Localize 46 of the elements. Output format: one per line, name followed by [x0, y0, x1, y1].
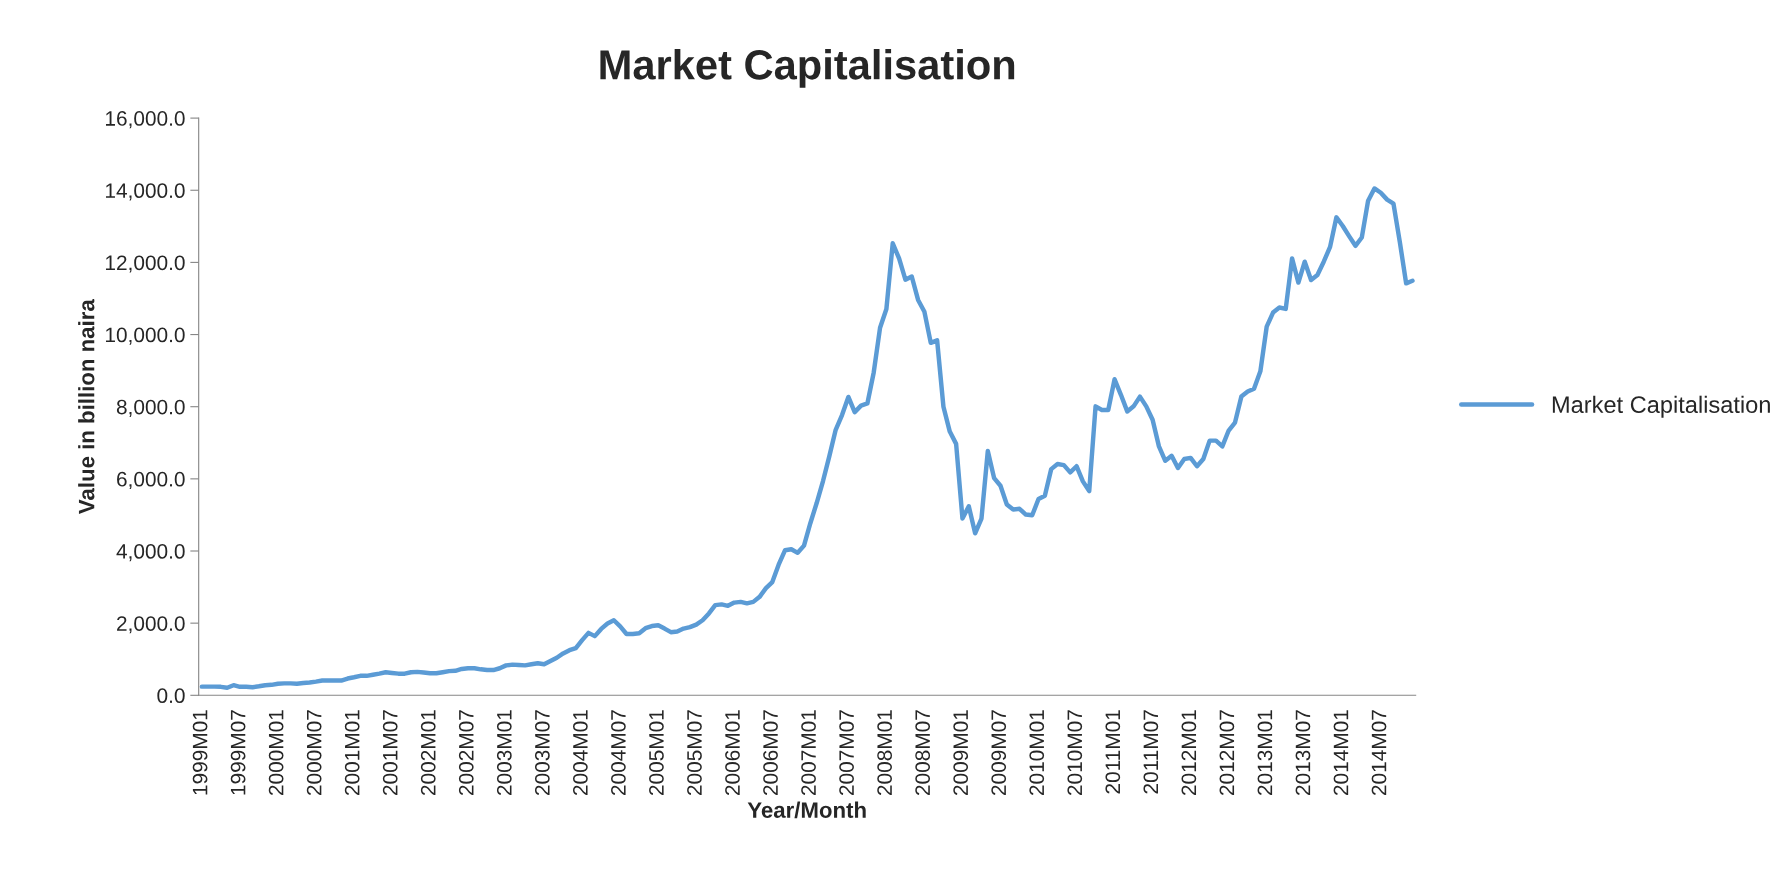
y-tick-label: 2,000.0 — [117, 616, 185, 634]
x-axis-title: Year/Month — [747, 801, 866, 819]
x-tick-label: 2013M07 — [1295, 710, 1311, 796]
legend-label: Market Capitalisation — [1552, 395, 1770, 418]
x-tick-label: 2005M01 — [649, 710, 664, 796]
x-tick-label: 2014M07 — [1371, 710, 1387, 796]
x-tick-label: 2014M01 — [1333, 710, 1349, 796]
y-tick-label: 4,000.0 — [116, 544, 185, 562]
y-tick-label: 10,000.0 — [105, 327, 185, 345]
x-tick-label: 2009M01 — [953, 710, 969, 796]
x-tick-label: 2012M01 — [1181, 710, 1197, 796]
x-tick-label: 2006M01 — [725, 710, 740, 796]
y-axis-title: Value in billion naira — [78, 299, 95, 514]
x-tick-label: 2004M07 — [611, 710, 626, 796]
x-tick-label: 2008M01 — [877, 710, 892, 796]
x-tick-label: 2002M01 — [420, 710, 436, 796]
x-tick-label: 2010M01 — [1029, 710, 1045, 796]
x-tick-label: 2011M07 — [1143, 710, 1159, 794]
y-tick-label: 14,000.0 — [105, 183, 185, 201]
x-tick-label: 2011M01 — [1105, 710, 1121, 794]
chart-title: Market Capitalisation — [600, 49, 1015, 88]
x-tick-label: 2004M01 — [573, 710, 588, 796]
x-tick-label: 2003M01 — [496, 710, 512, 796]
x-tick-label: 1999M01 — [192, 710, 208, 795]
x-tick-label: 2007M01 — [801, 710, 816, 796]
x-tick-label: 2002M07 — [458, 710, 474, 796]
x-tick-label: 2001M01 — [344, 710, 360, 796]
y-tick-label: 16,000.0 — [105, 111, 185, 129]
x-tick-label: 2013M01 — [1257, 710, 1273, 796]
y-tick-label: 12,000.0 — [105, 255, 185, 273]
x-tick-label: 2001M07 — [382, 710, 398, 796]
x-tick-label: 2000M01 — [268, 710, 284, 796]
x-tick-label: 2000M07 — [306, 710, 322, 796]
x-tick-label: 2008M07 — [915, 710, 931, 796]
y-tick-label: 6,000.0 — [117, 471, 185, 490]
x-tick-label: 2010M07 — [1067, 710, 1083, 796]
x-tick-label: 1999M07 — [230, 710, 246, 795]
x-tick-label: 2003M07 — [534, 710, 550, 796]
y-tick-label: 8,000.0 — [116, 399, 185, 417]
x-tick-label: 2005M07 — [687, 710, 702, 796]
line-series — [199, 186, 1415, 690]
x-tick-label: 2012M07 — [1219, 710, 1235, 796]
x-tick-label: 2009M07 — [991, 710, 1007, 796]
x-tick-label: 2007M07 — [839, 710, 854, 796]
y-tick-label: 0.0 — [157, 688, 185, 704]
x-tick-label: 2006M07 — [763, 710, 778, 796]
